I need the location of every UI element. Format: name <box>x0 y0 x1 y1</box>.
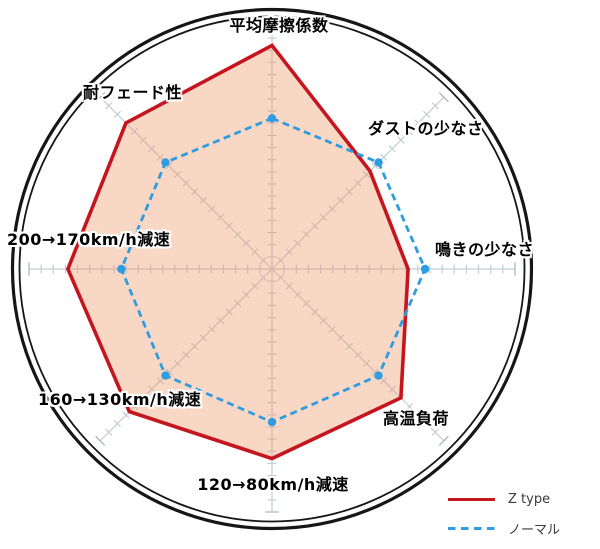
axis-label-low-squeal: 鳴きの少なさ <box>435 240 535 259</box>
axis-label-avg-friction: 平均摩擦係数 <box>229 16 329 35</box>
axis-label-decel-200-170: 200→170km/h減速 <box>7 230 171 249</box>
axis-label-fade-resistance: 耐フェード性 <box>83 83 183 102</box>
ztype-line-swatch <box>448 497 495 501</box>
legend-item-normal: ノーマル <box>448 520 561 538</box>
axis-label-decel-120-80: 120→80km/h減速 <box>197 475 349 494</box>
inner-circle <box>18 15 526 523</box>
outer-circle <box>10 7 534 531</box>
axis-label-decel-160-130: 160→130km/h減速 <box>38 390 202 409</box>
normal-dashed-line-swatch <box>448 526 495 530</box>
legend: Z type ノーマル <box>448 491 560 549</box>
series-layer <box>65 43 430 461</box>
axis-label-low-dust: ダストの少なさ <box>368 119 484 138</box>
axis-label-high-temp-load: 高温負荷 <box>383 409 450 428</box>
ztype-label: Z type <box>508 491 551 507</box>
normal-label: ノーマル <box>508 522 561 538</box>
grid-layer <box>28 25 516 513</box>
legend-item-ztype: Z type <box>448 491 560 507</box>
